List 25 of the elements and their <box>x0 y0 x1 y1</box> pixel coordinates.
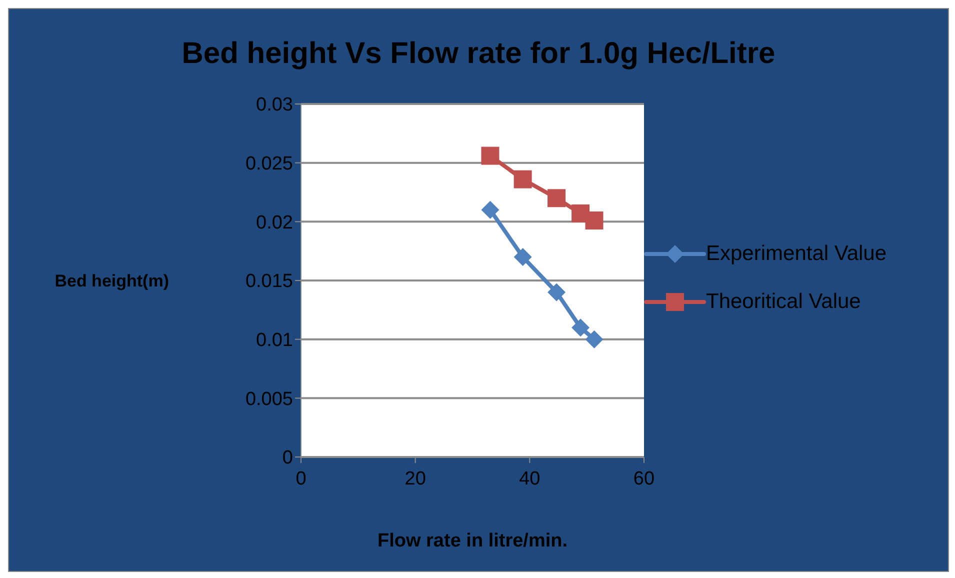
x-axis-title: Flow rate in litre/min. <box>377 530 568 552</box>
y-tick-label: 0.025 <box>245 154 293 175</box>
point <box>514 248 532 266</box>
y-axis-title: Bed height(m) <box>54 272 169 291</box>
legend-label: Theoritical Value <box>706 290 861 314</box>
x-tick-label: 60 <box>633 468 655 490</box>
point <box>481 146 500 165</box>
y-tick-label: 0.01 <box>256 330 293 352</box>
point <box>481 200 500 219</box>
y-tick-label: 0.015 <box>245 271 293 292</box>
point <box>572 318 590 337</box>
y-tick-label: 0.03 <box>256 94 293 116</box>
y-tick-label: 0 <box>282 448 293 469</box>
point <box>514 170 532 188</box>
point <box>585 330 604 348</box>
x-tick-label: 20 <box>404 468 426 490</box>
legend-label: Experimental Value <box>706 242 887 266</box>
point <box>548 189 566 208</box>
x-tick-label: 40 <box>519 468 540 490</box>
y-tick-label: 0.02 <box>256 212 293 234</box>
point <box>585 211 604 230</box>
y-tick-label: 0.005 <box>245 388 293 410</box>
x-tick-label: 0 <box>296 468 306 490</box>
chart-title: Bed height Vs Flow rate for 1.0g Hec/Litre <box>180 37 776 71</box>
point <box>548 283 566 302</box>
